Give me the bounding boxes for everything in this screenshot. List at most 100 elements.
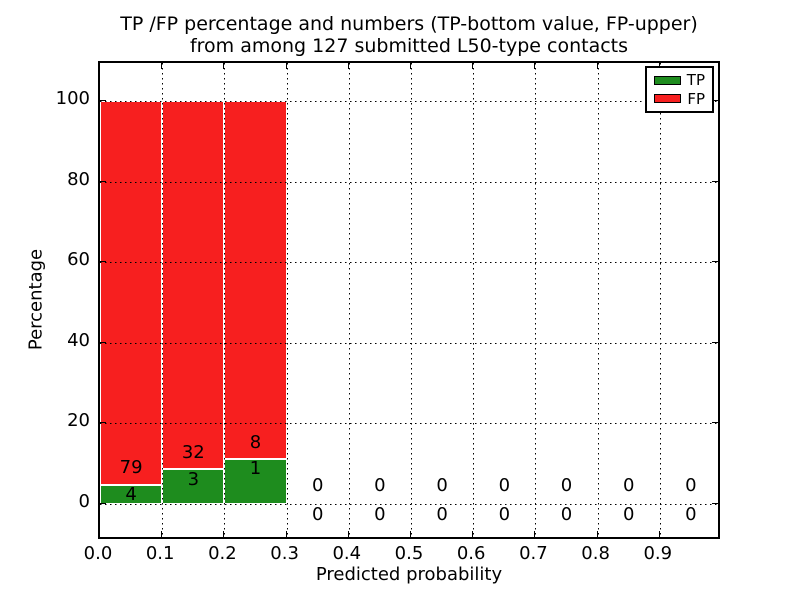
y-tick	[712, 100, 718, 101]
y-tick	[100, 503, 106, 504]
chart-title-line-2: from among 127 submitted L50-type contac…	[189, 35, 629, 57]
legend-swatch-tp	[654, 75, 681, 85]
tp-count-label: 4	[125, 483, 137, 505]
legend-item-fp: FP	[654, 91, 705, 107]
x-gridline	[535, 63, 537, 537]
tp-count-label: 0	[436, 503, 448, 525]
x-tick-label: 0.0	[83, 543, 113, 564]
x-tick	[347, 531, 349, 537]
y-axis-label: Percentage	[25, 248, 47, 351]
fp-count-label: 79	[119, 457, 143, 479]
y-gridline	[100, 342, 718, 344]
fp-count-label: 8	[249, 432, 262, 454]
y-gridline	[100, 504, 718, 505]
y-tick	[712, 503, 718, 504]
x-tick	[99, 63, 100, 69]
legend-label-tp: TP	[686, 71, 705, 90]
x-tick-label: 0.1	[145, 543, 175, 564]
y-gridline	[100, 423, 718, 425]
fp-count-label: 0	[685, 474, 697, 496]
x-axis-label: Predicted probability	[315, 564, 503, 585]
x-tick	[99, 531, 100, 537]
x-tick-label: 0.8	[581, 543, 610, 564]
chart-title: TP /FP percentage and numbers (TP-bottom…	[98, 13, 720, 57]
x-tick-label: 0.2	[208, 543, 237, 564]
tp-count-label: 0	[622, 503, 635, 525]
y-tick	[712, 261, 718, 263]
y-tick	[712, 341, 718, 343]
x-gridline	[473, 63, 475, 537]
tp-count-label: 0	[498, 503, 511, 525]
y-gridline	[100, 101, 718, 102]
x-tick-label: 0.9	[643, 543, 673, 564]
bar-tp-segment	[100, 484, 163, 504]
x-tick	[472, 63, 474, 69]
legend-item-tp: TP	[654, 72, 705, 88]
y-tick	[100, 261, 106, 263]
bar-fp-segment	[100, 101, 163, 485]
bar-tp-segment	[162, 469, 225, 504]
y-tick	[100, 100, 106, 101]
y-tick-label: 60	[67, 249, 90, 271]
y-tick-label: 0	[78, 491, 90, 512]
x-tick	[596, 63, 598, 69]
x-tick-label: 0.7	[519, 543, 548, 564]
x-tick	[472, 531, 474, 537]
bar-fp-segment	[162, 101, 225, 470]
y-tick-label: 100	[55, 88, 90, 109]
y-tick-label: 20	[67, 410, 90, 432]
x-tick-label: 0.4	[332, 543, 362, 564]
x-tick	[410, 63, 411, 69]
tp-count-label: 0	[685, 503, 697, 525]
fp-count-label: 0	[436, 474, 448, 496]
y-tick	[100, 180, 106, 182]
x-tick	[596, 531, 598, 537]
x-tick	[161, 531, 163, 537]
fp-count-label: 32	[181, 442, 205, 464]
x-gridline	[597, 63, 599, 537]
plot-area: 79 4 32 3 8 1 0 0 0 0 0 0 0 0 0 0 0 0 0 0	[98, 61, 720, 539]
x-tick	[223, 63, 225, 69]
bar-fp-segment	[224, 101, 287, 460]
tp-count-label: 0	[374, 503, 386, 525]
x-gridline	[286, 63, 288, 537]
x-tick-label: 0.5	[394, 543, 424, 564]
y-tick-label: 80	[67, 168, 90, 190]
y-gridline	[100, 262, 718, 264]
tp-count-label: 0	[311, 503, 324, 525]
chart-title-line-1: TP /FP percentage and numbers (TP-bottom…	[120, 13, 698, 35]
x-tick	[347, 63, 349, 69]
x-gridline	[224, 63, 226, 537]
x-tick	[534, 531, 536, 537]
x-tick	[534, 63, 536, 69]
x-tick	[161, 63, 163, 69]
fp-count-label: 0	[374, 474, 386, 496]
legend: TP FP	[645, 66, 714, 113]
x-tick	[223, 531, 225, 537]
y-tick	[712, 422, 718, 424]
fp-count-label: 0	[622, 474, 635, 496]
fp-count-label: 0	[498, 474, 511, 496]
x-tick	[658, 531, 660, 537]
legend-label-fp: FP	[687, 89, 705, 108]
y-tick	[100, 422, 106, 424]
bar-tp-segment	[224, 459, 287, 504]
tp-count-label: 1	[249, 458, 262, 480]
x-tick-label: 0.6	[456, 543, 486, 564]
y-gridline	[100, 181, 718, 183]
legend-swatch-fp	[654, 94, 681, 104]
fp-count-label: 0	[311, 474, 324, 496]
tp-count-label: 3	[187, 468, 200, 490]
y-tick	[712, 180, 718, 182]
x-gridline	[659, 63, 661, 537]
x-gridline	[411, 63, 412, 537]
x-gridline	[162, 63, 164, 537]
x-tick-label: 0.3	[270, 543, 299, 564]
x-tick	[410, 531, 411, 537]
y-tick-label: 40	[67, 329, 90, 351]
fp-count-label: 0	[560, 474, 573, 496]
x-gridline	[348, 63, 350, 537]
x-tick	[285, 63, 287, 69]
x-tick	[285, 531, 287, 537]
